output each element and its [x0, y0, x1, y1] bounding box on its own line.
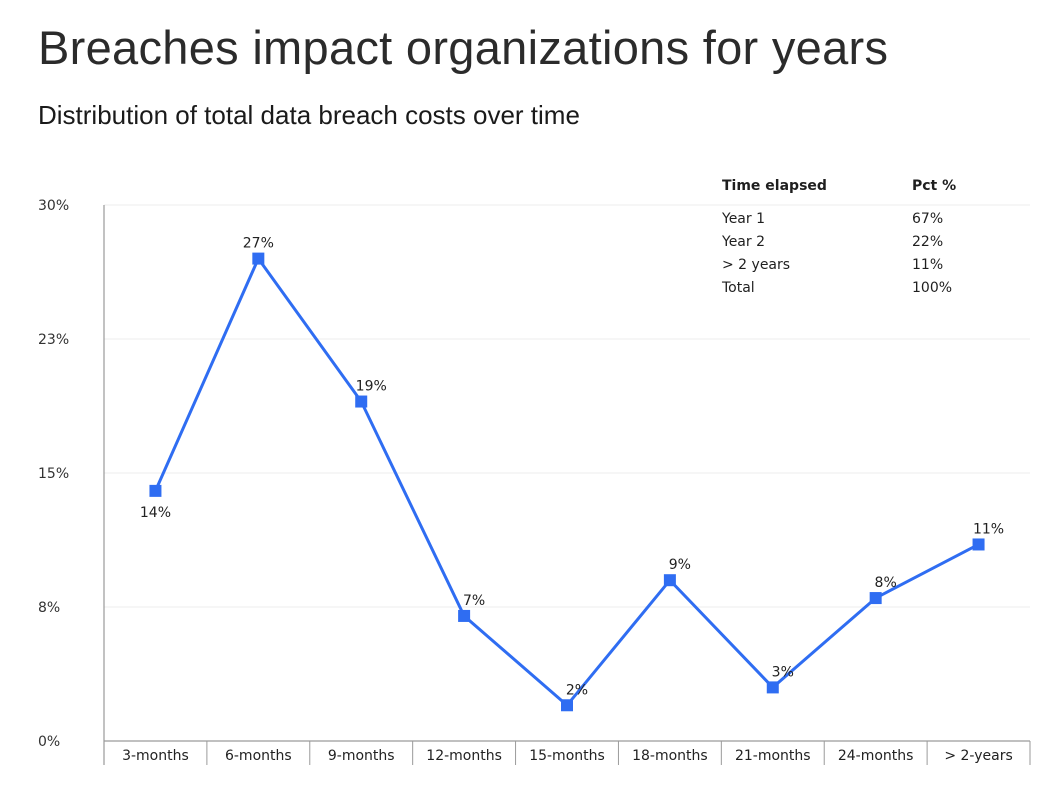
data-label: 19%: [356, 379, 387, 395]
y-tick-label: 8%: [38, 600, 60, 616]
summary-table: Time elapsed Pct % Year 1 67% Year 2 22%…: [722, 178, 956, 302]
data-label: 8%: [875, 575, 897, 591]
summary-table-row: Year 1 67%: [722, 210, 956, 233]
summary-table-cell-period: > 2 years: [722, 257, 791, 273]
data-point-marker: [972, 538, 985, 551]
x-tick-label: 6-months: [225, 748, 292, 764]
summary-table-cell-period: Total: [722, 280, 755, 296]
x-tick-label: 3-months: [122, 748, 189, 764]
summary-table-row: > 2 years 11%: [722, 256, 956, 279]
data-label: 11%: [973, 521, 1004, 537]
data-label: 2%: [566, 682, 588, 698]
y-tick-label: 15%: [38, 466, 69, 482]
y-tick-label: 30%: [38, 198, 69, 214]
y-tick-label: 23%: [38, 332, 69, 348]
data-point-marker: [252, 252, 265, 265]
chart-title: Breaches impact organizations for years: [38, 21, 889, 74]
data-label: 14%: [140, 505, 171, 521]
summary-table-cell-period: Year 1: [722, 211, 765, 227]
summary-table-cell-period: Year 2: [722, 234, 765, 250]
y-tick-label: 0%: [38, 734, 60, 750]
summary-table-row: Year 2 22%: [722, 233, 956, 256]
data-label: 27%: [243, 236, 274, 252]
data-label: 7%: [463, 593, 485, 609]
x-tick-label: 18-months: [632, 748, 708, 764]
summary-table-cell-pct: 67%: [912, 211, 944, 227]
summary-table-header-time: Time elapsed: [722, 178, 827, 194]
x-tick-label: 24-months: [838, 748, 914, 764]
x-tick-label: 12-months: [426, 748, 502, 764]
chart-subtitle: Distribution of total data breach costs …: [38, 100, 580, 130]
summary-table-cell-pct: 100%: [912, 280, 953, 296]
data-label: 3%: [772, 664, 794, 680]
data-point-marker: [869, 592, 882, 605]
data-point-marker: [355, 395, 368, 408]
series-line: [154, 255, 980, 708]
x-tick-label: 21-months: [735, 748, 811, 764]
x-tick-label: 15-months: [529, 748, 605, 764]
x-tick-label: 9-months: [328, 748, 395, 764]
summary-table-row: Total 100%: [722, 279, 956, 302]
data-point-marker: [458, 609, 471, 622]
data-label: 9%: [669, 557, 691, 573]
data-point-marker: [561, 699, 573, 712]
summary-table-cell-pct: 11%: [912, 257, 944, 273]
summary-table-header-row: Time elapsed Pct %: [722, 178, 956, 210]
data-point-marker: [663, 574, 676, 587]
data-point-marker: [149, 484, 162, 497]
x-tick-label: > 2-years: [944, 748, 1012, 764]
data-point-marker: [766, 681, 779, 694]
summary-table-cell-pct: 22%: [912, 234, 944, 250]
summary-table-header-pct: Pct %: [912, 178, 957, 194]
